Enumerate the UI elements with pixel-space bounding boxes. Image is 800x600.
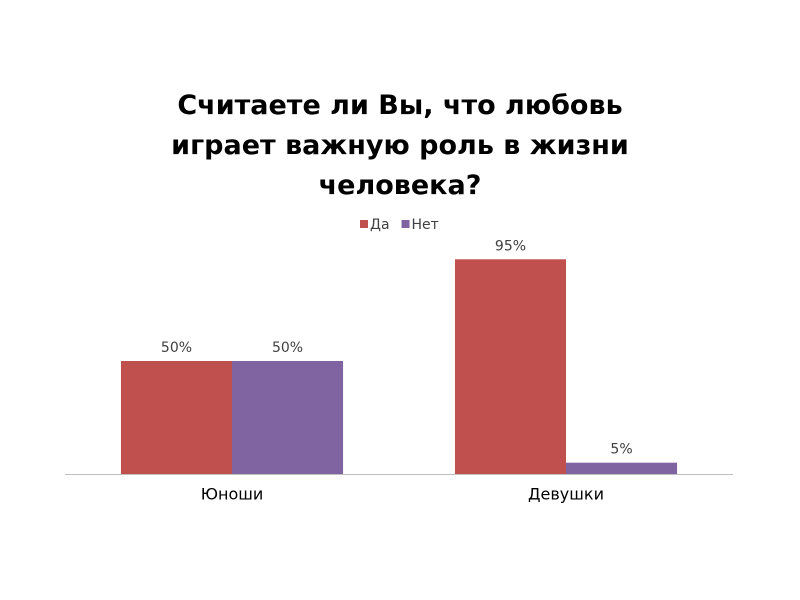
x-tick-label: Юноши	[201, 485, 264, 504]
legend-swatch	[360, 220, 368, 228]
bar	[120, 361, 232, 474]
value-label: 5%	[610, 442, 632, 458]
value-label: 50%	[161, 340, 192, 356]
chart-title: Считаете ли Вы, что любовь играет важную…	[171, 90, 629, 201]
bar	[454, 259, 566, 474]
legend-label: Нет	[412, 217, 439, 233]
legend-swatch	[401, 220, 410, 228]
x-tick-label: Девушки	[528, 485, 604, 504]
bar	[232, 361, 344, 474]
bar	[566, 462, 678, 474]
value-label: 95%	[495, 238, 526, 254]
value-label: 50%	[272, 340, 303, 356]
legend-label: Да	[370, 217, 390, 233]
